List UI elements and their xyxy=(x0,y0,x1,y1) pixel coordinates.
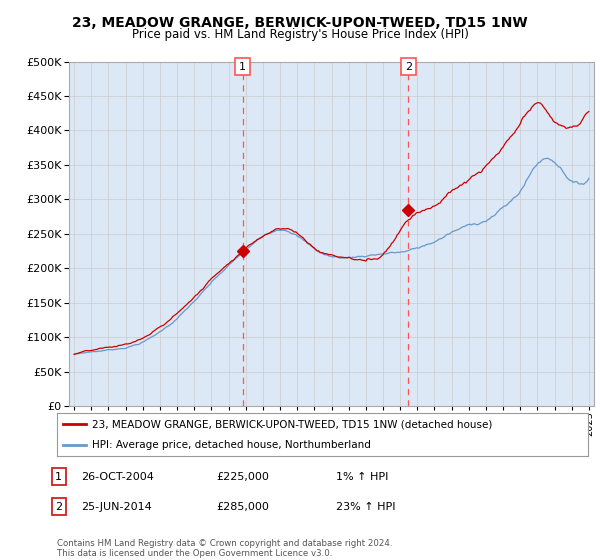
Text: 26-OCT-2004: 26-OCT-2004 xyxy=(81,472,154,482)
Text: 23% ↑ HPI: 23% ↑ HPI xyxy=(336,502,395,512)
Text: 23, MEADOW GRANGE, BERWICK-UPON-TWEED, TD15 1NW: 23, MEADOW GRANGE, BERWICK-UPON-TWEED, T… xyxy=(72,16,528,30)
Text: HPI: Average price, detached house, Northumberland: HPI: Average price, detached house, Nort… xyxy=(92,440,370,450)
Text: 25-JUN-2014: 25-JUN-2014 xyxy=(81,502,152,512)
Text: 2: 2 xyxy=(55,502,62,512)
Text: £225,000: £225,000 xyxy=(216,472,269,482)
Text: Contains HM Land Registry data © Crown copyright and database right 2024.
This d: Contains HM Land Registry data © Crown c… xyxy=(57,539,392,558)
Text: 23, MEADOW GRANGE, BERWICK-UPON-TWEED, TD15 1NW (detached house): 23, MEADOW GRANGE, BERWICK-UPON-TWEED, T… xyxy=(92,419,492,429)
Text: 1: 1 xyxy=(239,62,246,72)
Bar xyxy=(242,62,409,406)
Text: Price paid vs. HM Land Registry's House Price Index (HPI): Price paid vs. HM Land Registry's House … xyxy=(131,28,469,41)
Text: 2: 2 xyxy=(405,62,412,72)
Text: £285,000: £285,000 xyxy=(216,502,269,512)
Text: 1: 1 xyxy=(55,472,62,482)
Text: 1% ↑ HPI: 1% ↑ HPI xyxy=(336,472,388,482)
